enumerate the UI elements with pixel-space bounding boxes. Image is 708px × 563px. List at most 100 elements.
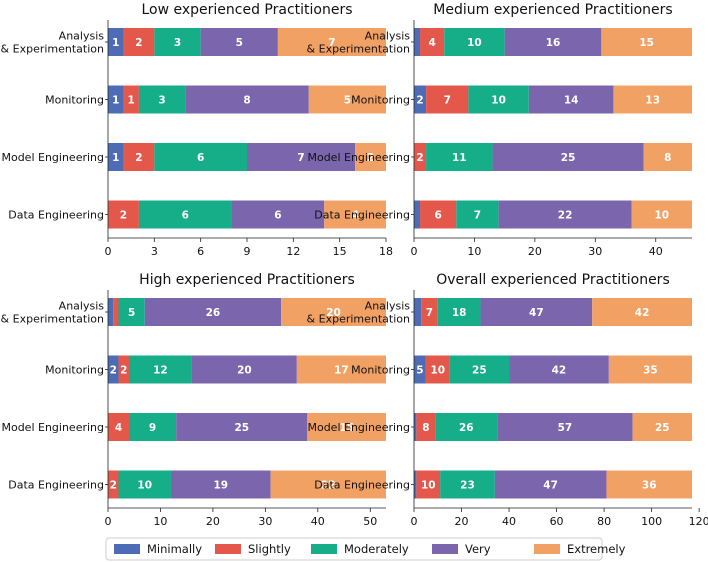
x-tick-label: 12 <box>286 245 300 258</box>
category-label-line: Model Engineering <box>1 151 104 164</box>
bar-segment <box>504 28 602 56</box>
category-label-line: Monitoring <box>351 94 410 107</box>
x-tick-label: 20 <box>455 515 469 528</box>
panel-4: Overall experienced Practitioners 7 18 47 42… <box>307 272 708 528</box>
bar-segment <box>528 85 614 114</box>
data-label: 42 <box>635 307 650 319</box>
panel-title: Low experienced Practitioners <box>141 2 352 18</box>
data-label: 7 <box>444 95 451 107</box>
bar-segment <box>144 298 282 326</box>
data-label: 15 <box>639 37 654 49</box>
category-label: Model Engineering <box>1 421 104 434</box>
bar-segment <box>632 413 692 441</box>
data-label: 6 <box>197 152 204 164</box>
legend-label: Slightly <box>248 542 291 556</box>
legend-label: Minimally <box>147 542 202 556</box>
bar-segment <box>420 200 457 229</box>
x-tick-label: 0 <box>105 515 112 528</box>
data-label: 25 <box>472 365 487 377</box>
data-label: 14 <box>564 95 579 107</box>
data-label: 19 <box>213 480 228 492</box>
data-label: 11 <box>452 152 467 164</box>
data-label: 1 <box>112 37 119 49</box>
bar-segment <box>170 470 271 499</box>
bar-segment <box>414 200 421 229</box>
bar-segment <box>440 470 495 499</box>
category-label-line: & Experimentation <box>1 313 104 326</box>
data-label: 15 <box>339 422 354 434</box>
data-label: 1 <box>112 152 119 164</box>
bar-segment <box>128 413 177 441</box>
data-label: 8 <box>422 422 429 434</box>
bar-segment <box>444 28 505 56</box>
category-label: Monitoring <box>45 94 104 107</box>
category-label: Monitoring <box>351 94 410 107</box>
data-label: 20 <box>237 365 252 377</box>
data-label: 1 <box>128 95 135 107</box>
bar-segment <box>631 200 692 229</box>
data-label: 16 <box>546 37 561 49</box>
bar-segment <box>128 355 192 384</box>
bar-segment <box>118 355 129 384</box>
legend-item: Moderately <box>311 542 409 556</box>
data-label: 2 <box>367 152 374 164</box>
bar-segment <box>480 298 593 326</box>
x-tick-label: 18 <box>379 245 393 258</box>
data-label: 4 <box>428 37 435 49</box>
bar-segment <box>108 298 114 326</box>
bar-segment <box>414 470 417 499</box>
category-label-line: Monitoring <box>45 364 104 377</box>
data-label: 47 <box>529 307 544 319</box>
bar-segment <box>200 28 278 56</box>
panel-title: High experienced Practitioners <box>139 272 355 288</box>
data-label: 6 <box>274 210 281 222</box>
data-label: 22 <box>558 210 573 222</box>
x-tick-label: 40 <box>502 515 516 528</box>
bar-segment <box>416 413 436 441</box>
category-label: Data Engineering <box>314 209 410 222</box>
category-label: Analysis & Experimentation <box>1 30 105 56</box>
category-label: Data Engineering <box>8 209 104 222</box>
bar-segment <box>437 298 481 326</box>
data-label: 8 <box>243 95 250 107</box>
category-label: Model Engineering <box>307 421 410 434</box>
data-label: 3 <box>158 95 165 107</box>
legend: Minimally Slightly Moderately Very Extremely <box>105 537 626 561</box>
data-label: 5 <box>236 37 243 49</box>
panel-title: Overall experienced Practitioners <box>436 272 670 288</box>
data-label: 3 <box>174 37 181 49</box>
bar-segment <box>414 85 427 114</box>
data-label: 18 <box>452 307 467 319</box>
bar-segment <box>613 85 692 114</box>
legend-label: Very <box>465 542 491 556</box>
category-label: Model Engineering <box>307 151 410 164</box>
bar-segment <box>296 355 386 384</box>
legend-swatch <box>311 544 337 554</box>
data-label: 25 <box>561 152 576 164</box>
data-label: 23 <box>460 480 475 492</box>
data-label: 42 <box>552 365 567 377</box>
bar-segment <box>643 143 692 171</box>
legend-label: Moderately <box>344 542 409 556</box>
data-label: 5 <box>344 95 351 107</box>
x-tick-label: 20 <box>528 245 542 258</box>
category-label-line: Monitoring <box>351 364 410 377</box>
x-tick-label: 50 <box>363 515 377 528</box>
bar-segment <box>123 28 155 56</box>
data-label: 5 <box>416 365 423 377</box>
legend-frame <box>105 537 603 561</box>
data-label: 7 <box>328 37 335 49</box>
legend-item: Slightly <box>215 542 291 556</box>
bar-segment <box>426 143 493 171</box>
legend-swatch <box>432 544 458 554</box>
bar-segment <box>108 28 124 56</box>
x-tick-label: 40 <box>649 245 663 258</box>
bar-segment <box>123 85 139 114</box>
category-label-line: Analysis <box>59 30 105 43</box>
data-label: 7 <box>474 210 481 222</box>
category-label-line: Model Engineering <box>307 421 410 434</box>
bar-segment <box>414 143 427 171</box>
legend-label: Extremely <box>567 542 626 556</box>
